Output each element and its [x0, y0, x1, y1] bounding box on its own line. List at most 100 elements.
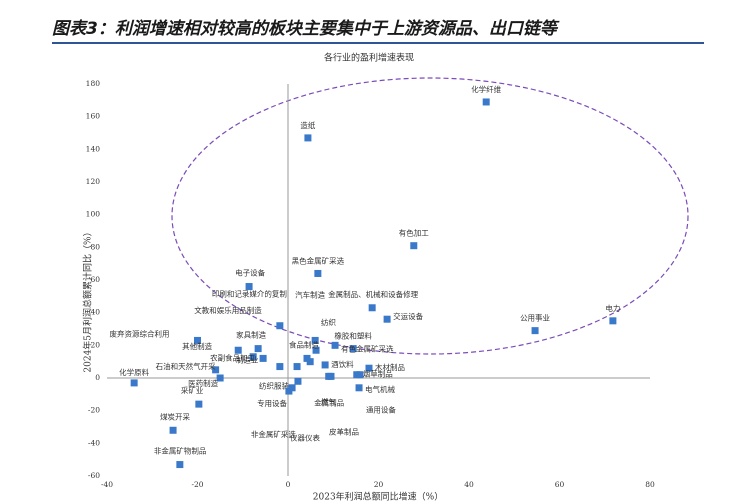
point-label: 汽车制造 [295, 289, 325, 299]
point-label: 煤炭开采 [160, 411, 190, 421]
point-label: 造纸 [300, 120, 315, 130]
point-label: 通用设备 [366, 405, 396, 415]
y-tick-label: 180 [86, 79, 101, 88]
point [234, 346, 242, 354]
chart-title: 各行业的盈利增速表现 [324, 52, 414, 64]
x-axis-label: 2023年利润总额同比增速（%） [313, 491, 443, 503]
point [304, 134, 312, 142]
point [368, 304, 376, 312]
y-tick-label: 60 [90, 275, 100, 284]
point-label: 文教和娱乐用品制造 [194, 305, 262, 315]
point [349, 345, 357, 353]
point [176, 461, 184, 469]
point [531, 327, 539, 335]
point-label: 燃气 [321, 396, 336, 406]
point [321, 361, 329, 369]
x-tick-label: -20 [191, 480, 203, 489]
point-label: 黑色金属矿采选 [292, 255, 345, 265]
point-label: 公用事业 [520, 313, 550, 323]
x-tick-label: 40 [464, 480, 474, 489]
point-label: 橡胶和塑料 [334, 331, 372, 341]
point-label: 纺织服装 [259, 381, 289, 391]
point-label: 石油和天然气开采 [156, 361, 216, 371]
point [314, 269, 322, 277]
point [194, 336, 201, 344]
point [130, 379, 138, 387]
point-label: 农副食品加工 [210, 352, 255, 362]
point [254, 345, 262, 353]
point-label: 电力 [605, 303, 620, 313]
point-label: 皮革制品 [329, 426, 359, 436]
point-label: 非金属矿采选 [251, 429, 296, 439]
point [365, 364, 373, 372]
title-rule [52, 42, 704, 44]
point-label: 专用设备 [257, 398, 287, 408]
point-label: 金属制品 [314, 398, 344, 408]
point-label: 交运设备 [393, 311, 423, 321]
x-tick-label: 0 [286, 480, 291, 489]
point-label: 其他制造 [182, 341, 212, 351]
y-tick-label: 140 [86, 144, 101, 153]
point-label: 化学纤维 [471, 84, 501, 94]
point [195, 400, 203, 408]
point [249, 353, 257, 361]
point [212, 366, 220, 374]
point-label: 食品制造 [289, 339, 319, 349]
point-label: 仪器仪表 [290, 432, 320, 442]
point [216, 374, 224, 382]
point [169, 426, 177, 434]
point-label: 非金属矿物制品 [154, 446, 207, 456]
point-label: 金属制品、机械和设备修理 [328, 289, 418, 299]
point [285, 387, 293, 395]
point [410, 242, 418, 250]
point [325, 372, 333, 380]
point [294, 377, 302, 385]
y-tick-label: -20 [88, 406, 100, 415]
point [331, 341, 339, 349]
point-label: 家具制造 [236, 330, 266, 340]
point-label: 废弃资源综合利用 [110, 328, 170, 338]
page-title: 图表3：利润增速相对较高的板块主要集中于上游资源品、出口链等 [52, 19, 557, 39]
point [609, 317, 617, 325]
point [306, 358, 314, 366]
y-tick-label: 160 [86, 112, 101, 121]
point-label: 印刷和记录媒介的复制 [212, 289, 287, 299]
x-tick-label: 80 [645, 480, 655, 489]
x-tick-label: -40 [101, 480, 113, 489]
point-label: 有色加工 [399, 228, 429, 238]
point [482, 98, 490, 106]
point-label: 制造业 [236, 355, 259, 365]
point [276, 363, 284, 371]
y-tick-label: -60 [88, 471, 100, 480]
y-tick-label: -40 [88, 438, 100, 447]
point [312, 346, 320, 354]
y-tick-label: 120 [86, 177, 101, 186]
point [355, 384, 363, 392]
point [259, 354, 267, 362]
point-label: 电气机械 [365, 384, 395, 394]
point-label: 烟草制品 [363, 369, 393, 379]
point-label: 化学原料 [119, 367, 149, 377]
x-tick-label: 20 [374, 480, 384, 489]
x-tick-label: 60 [555, 480, 565, 489]
point-label: 有色金属矿采选 [341, 343, 394, 353]
point [293, 363, 301, 371]
highlight-ellipse [171, 77, 689, 355]
y-tick-label: 80 [90, 242, 100, 251]
point-label: 电子设备 [235, 268, 265, 278]
point-label: 酒饮料 [331, 359, 354, 369]
point [276, 322, 284, 330]
y-tick-label: 20 [90, 340, 100, 349]
point [383, 315, 391, 323]
y-axis-label: 2024年5月利润总额累计同比（%） [82, 227, 94, 372]
y-tick-label: 100 [86, 210, 101, 219]
point-label: 采矿业 [181, 385, 204, 395]
point-label: 木材制品 [375, 362, 405, 372]
y-tick-label: 40 [90, 308, 100, 317]
point-label: 医药制造 [188, 378, 218, 388]
point [311, 336, 319, 344]
point [356, 371, 364, 379]
point [245, 283, 253, 291]
y-tick-label: 0 [95, 373, 100, 382]
